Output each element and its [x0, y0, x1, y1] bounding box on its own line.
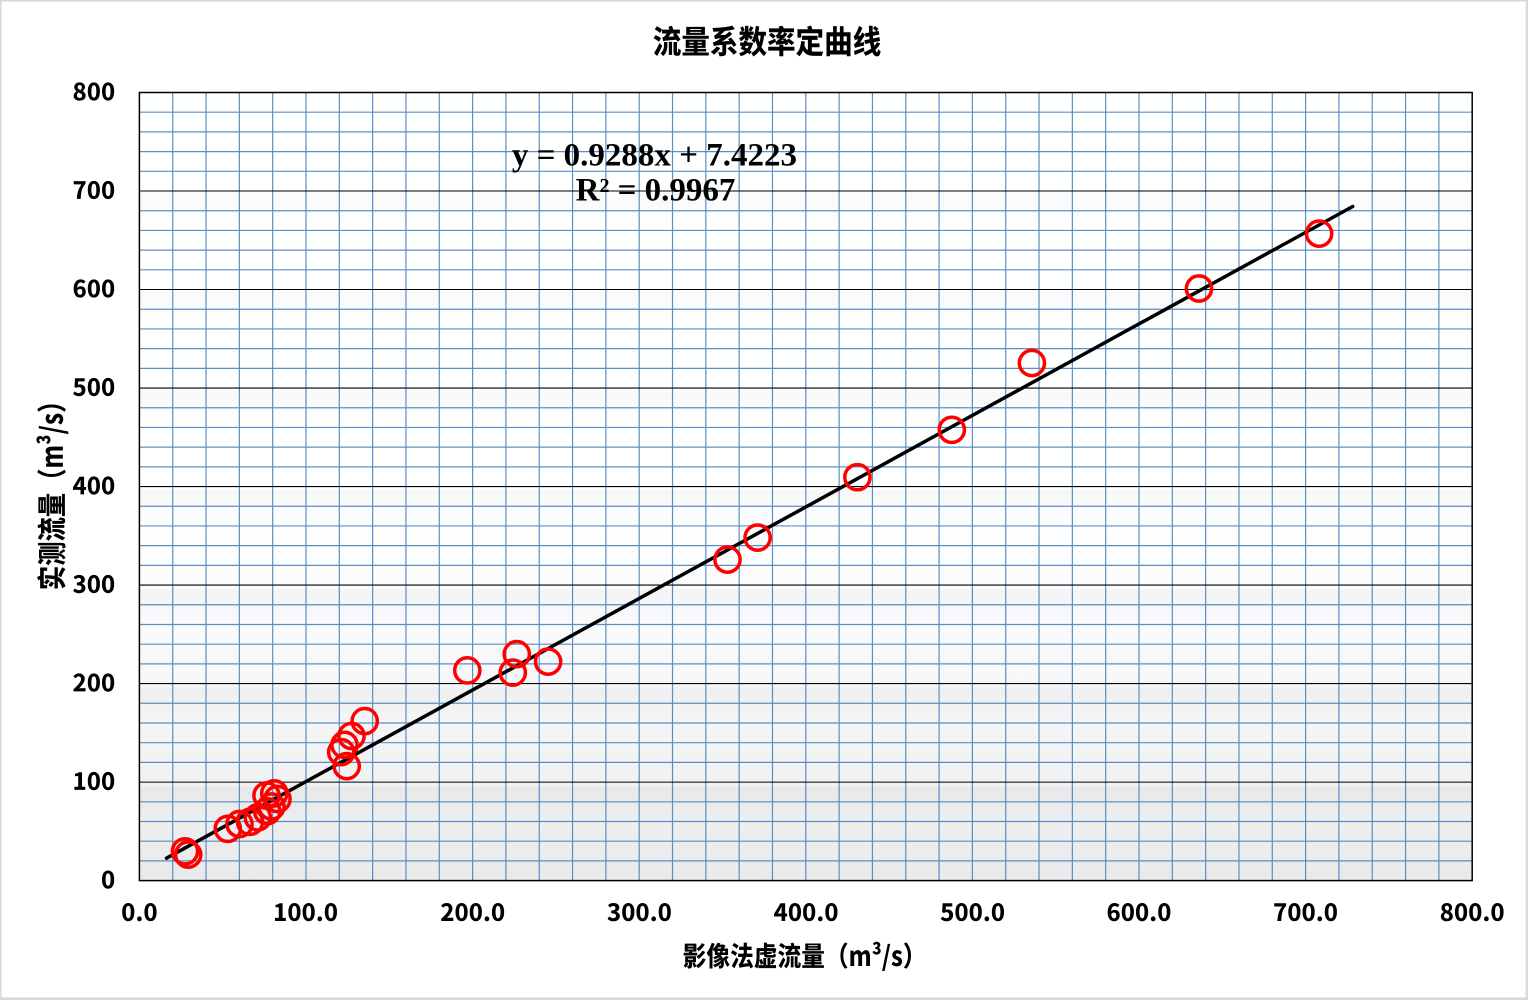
svg-text:R² = 0.9967: R² = 0.9967: [576, 173, 736, 209]
svg-text:y = 0.9288x + 7.4223: y = 0.9288x + 7.4223: [512, 138, 797, 174]
